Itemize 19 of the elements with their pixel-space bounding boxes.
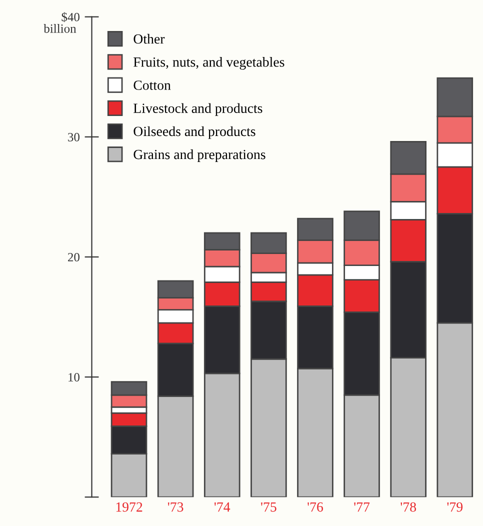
x-tick-label: 1972 <box>116 502 142 512</box>
y-tick-label: 10 <box>68 373 80 382</box>
legend-label: Cotton <box>134 80 171 90</box>
y-tick-label: 30 <box>68 132 80 142</box>
legend-label: Fruits, nuts, and vegetables <box>134 57 284 70</box>
y-tick-label: 20 <box>68 252 80 262</box>
x-tick-label: '76 <box>308 502 324 512</box>
x-tick-label: '74 <box>214 502 230 512</box>
y-tick-label: $40 <box>62 12 80 22</box>
x-tick-label: '77 <box>354 502 370 512</box>
x-tick-label: '75 <box>261 502 276 512</box>
legend-label: Other <box>134 34 165 44</box>
x-tick-label: '78 <box>400 502 416 512</box>
legend-label: Oilseeds and products <box>134 126 256 139</box>
x-tick-label: '79 <box>447 502 463 512</box>
x-tick-label: '73 <box>168 502 184 512</box>
legend-label: Grains and preparations <box>134 149 266 162</box>
y-axis-title: billion <box>44 24 76 33</box>
legend-label: Livestock and products <box>134 103 262 116</box>
